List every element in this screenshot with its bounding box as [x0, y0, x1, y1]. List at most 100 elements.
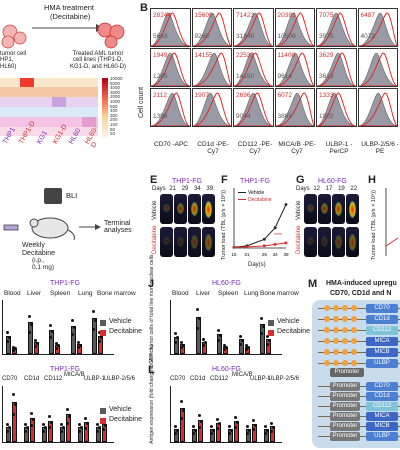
data-point [60, 422, 63, 426]
panel-m-title-2: CD70, CD1d and N [330, 290, 392, 297]
data-point [180, 417, 183, 421]
panel-f-letter: F [221, 174, 228, 186]
panel-e-days: Days 21 29 34 39 [152, 186, 214, 192]
histogram-cell: 1333 1002 [316, 88, 357, 127]
methylation-mark [342, 305, 348, 311]
data-point [218, 422, 221, 426]
bli-mouse-image [188, 227, 201, 257]
histogram-red-curve [234, 12, 273, 46]
data-point [76, 346, 80, 349]
data-point [223, 344, 227, 347]
data-point [49, 336, 53, 340]
panel-a: HMA treatment (Decitabine) tumor cell HP… [0, 0, 135, 200]
histogram-gray-curve [192, 12, 231, 46]
mfi-decitabine: 2696 [236, 92, 251, 99]
legend-decitabine: Decitabine [248, 197, 272, 203]
data-point [174, 332, 177, 335]
data-point [272, 426, 275, 430]
histogram-red-curve [358, 12, 397, 46]
methylation-mark [351, 360, 357, 366]
gene-block: CD70 [366, 382, 398, 391]
data-point [234, 416, 237, 420]
data-point [102, 428, 105, 432]
panel-i-chart-1 [2, 300, 132, 358]
panel-b-ylabel: Cell count [138, 86, 145, 118]
mfi-vehicle: 3975 [319, 33, 334, 40]
data-point [60, 430, 63, 434]
dna-line [318, 330, 400, 331]
mfi-decitabine: 28244 [153, 12, 172, 19]
histogram-red-curve [317, 52, 356, 86]
mfi-vehicle: 10509 [277, 33, 296, 40]
data-point [94, 318, 98, 322]
dna-line [318, 308, 400, 309]
promoter-label: Promoter [330, 368, 364, 377]
data-point [14, 347, 17, 351]
histogram-red-curve [192, 92, 231, 126]
data-point [244, 344, 248, 347]
vehicle-point [284, 203, 288, 206]
gene-block: ULBP [366, 359, 398, 368]
data-point [225, 345, 229, 349]
data-point [246, 425, 249, 429]
data-point [210, 431, 213, 435]
x-axis [2, 442, 114, 443]
histogram-gray-curve [358, 52, 397, 86]
significance: **** [274, 233, 282, 239]
mfi-vehicle: 9044 [236, 113, 251, 120]
mouse-icon [29, 217, 75, 240]
methylation-mark [333, 360, 339, 366]
panel-i-title-1: THP1-FG [50, 280, 80, 287]
data-point [223, 347, 227, 351]
panel-e-title: THP1-FG [172, 178, 202, 185]
promoter-block: Promoter [330, 412, 360, 421]
data-point [78, 430, 81, 434]
data-point [86, 422, 89, 426]
vehicle-bar [27, 322, 33, 354]
panel-m-title-1: HMA-induced upregu [326, 280, 397, 287]
panel-e-decitabine-label: Decitabine [152, 225, 158, 254]
decitabine-point [245, 245, 249, 249]
histogram-gray-curve [192, 92, 231, 126]
panel-h-letter: H [368, 174, 376, 186]
data-point [76, 341, 80, 344]
data-point [254, 423, 257, 427]
data-point [228, 425, 231, 429]
data-point [236, 421, 239, 425]
histogram-cell: 3629 3619 [316, 48, 357, 87]
hma-treatment-label: HMA treatment [44, 3, 95, 12]
data-point [62, 426, 65, 430]
data-point [216, 417, 219, 421]
data-point [270, 422, 273, 426]
syringe-icon [3, 224, 19, 231]
mfi-decitabine: 1907 [194, 92, 209, 99]
data-point [174, 340, 177, 344]
methylation-mark [342, 338, 348, 344]
vehicle-line [233, 204, 287, 248]
data-point [195, 326, 199, 330]
decitabine-bar [216, 422, 221, 442]
data-point [66, 421, 69, 425]
x-tick: 15 [231, 252, 237, 257]
decitabine-bar [198, 419, 203, 442]
gene-block: CD70 [366, 304, 398, 313]
gene-block: CD1d [366, 315, 398, 324]
x-axis [170, 442, 282, 443]
data-point [24, 430, 27, 434]
histogram-red-curve [275, 12, 314, 46]
methylation-mark [333, 305, 339, 311]
panel-e-images [160, 194, 216, 258]
mfi-decitabine: 6072 [277, 92, 292, 99]
data-point [55, 346, 59, 350]
decitabine-point [232, 245, 236, 249]
y-axis [170, 386, 171, 442]
data-point [266, 342, 270, 346]
mfi-decitabine: 3629 [319, 52, 334, 59]
panel-g-images [304, 194, 360, 258]
data-point [195, 308, 199, 311]
x-axis [170, 354, 282, 355]
data-point [238, 342, 242, 346]
vehicle-bar [92, 318, 98, 354]
data-point [48, 426, 51, 429]
